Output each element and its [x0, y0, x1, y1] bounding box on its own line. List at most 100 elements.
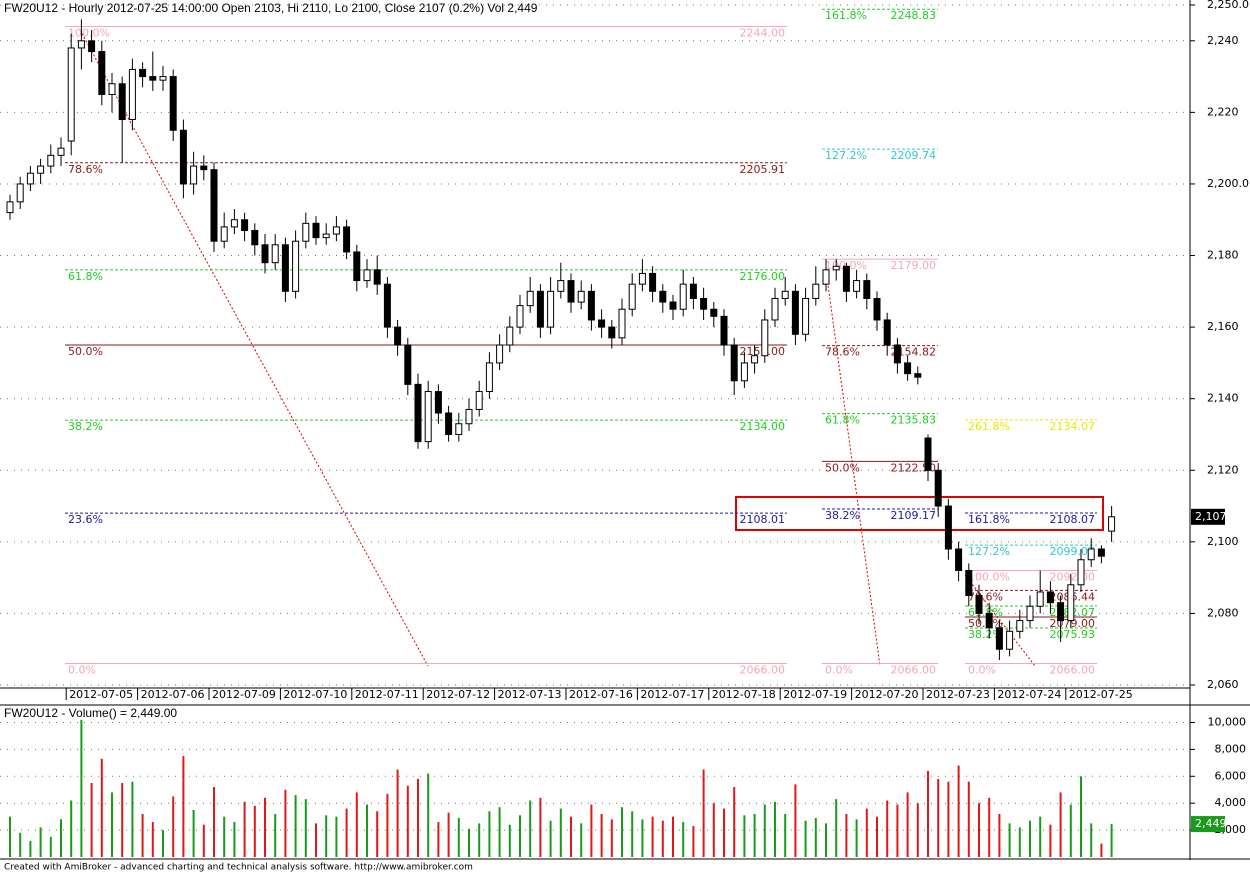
candle-body — [669, 301, 677, 310]
fib-price-label: 2108.07 — [1050, 513, 1096, 526]
volume-bar — [825, 823, 827, 857]
candle-body — [995, 627, 1003, 650]
y-tick-label: 2,160 — [1207, 320, 1239, 333]
x-tick-label: 2012-07-17 — [640, 688, 704, 701]
volume-bar — [957, 765, 960, 857]
candle-body — [1026, 605, 1034, 622]
candle-body — [16, 183, 24, 203]
volume-bar — [519, 815, 521, 857]
volume-bar — [621, 807, 623, 857]
volume-bar — [692, 826, 695, 857]
y-tick-label: 2,080 — [1207, 606, 1239, 619]
candle-body — [118, 83, 126, 121]
volume-bar — [1090, 823, 1093, 857]
candle-body — [934, 469, 942, 507]
volume-bar — [60, 819, 62, 857]
volume-bar — [111, 792, 113, 857]
x-tick-label: 2012-07-25 — [1069, 688, 1133, 701]
candle-body — [455, 423, 463, 435]
candle-body — [985, 612, 993, 629]
candle-body — [302, 222, 310, 242]
volume-bar — [49, 836, 52, 857]
candle-body — [700, 297, 708, 310]
candle-body — [649, 272, 657, 292]
candle-body — [108, 83, 116, 95]
volume-bar — [549, 820, 552, 857]
candle-body — [689, 283, 697, 299]
volume-bar — [243, 801, 246, 857]
y-tick-label: 2,240 — [1207, 34, 1239, 47]
candle-body — [506, 326, 514, 346]
candle-body — [679, 283, 687, 310]
x-tick-label: 2012-07-24 — [997, 688, 1061, 701]
candle-body — [1036, 591, 1044, 607]
volume-bar — [213, 787, 215, 857]
volume-bar — [1029, 820, 1031, 857]
last-volume-label: 2,449 — [1195, 817, 1227, 830]
candle-body — [394, 326, 402, 346]
fib-level-label: 261.8% — [968, 420, 1010, 433]
volume-bar — [376, 811, 379, 857]
volume-bar — [1059, 792, 1062, 857]
y-tick-label: 8,000 — [1215, 742, 1247, 755]
volume-bar — [478, 823, 481, 857]
candle-body — [353, 251, 361, 282]
volume-bar — [978, 803, 980, 857]
candle-body — [26, 172, 34, 185]
candle-body — [873, 297, 881, 321]
fib-price-label: 2099.07 — [1050, 545, 1096, 558]
volume-bar — [182, 756, 185, 857]
volume-bar — [845, 813, 848, 857]
volume-bar — [274, 813, 277, 857]
candle-body — [853, 280, 861, 292]
candle-body — [761, 319, 769, 357]
volume-bar — [743, 815, 746, 857]
volume-bar — [264, 797, 266, 857]
fib-price-label: 2092.00 — [1050, 570, 1096, 583]
candle-body — [200, 165, 208, 171]
fib-level-label: 0.0% — [968, 664, 996, 677]
candle-body — [1067, 584, 1075, 622]
volume-bar — [508, 824, 511, 857]
volume-bar — [396, 769, 399, 857]
fib-level-label: 50.0% — [68, 345, 103, 358]
x-tick-label: 2012-07-12 — [426, 688, 490, 701]
candle-body — [659, 290, 667, 303]
fib-level-label: 100.0% — [968, 570, 1010, 583]
candle-body — [567, 280, 575, 303]
candle-body — [536, 290, 544, 328]
x-tick-label: 2012-07-18 — [712, 688, 776, 701]
candle-body — [179, 129, 187, 185]
candle-body — [822, 269, 830, 285]
fib-level-label: 38.2% — [968, 628, 1003, 641]
candle-body — [190, 165, 198, 185]
volume-bar — [998, 813, 1001, 857]
volume-bar — [774, 801, 776, 857]
volume-bar — [672, 816, 674, 857]
volume-bar — [529, 800, 532, 857]
volume-bar — [1080, 776, 1082, 857]
volume-bar — [723, 808, 725, 857]
volume-bar — [937, 778, 940, 857]
x-tick-label: 2012-07-10 — [283, 688, 347, 701]
x-tick-label: 2012-07-19 — [783, 688, 847, 701]
candle-body — [781, 290, 789, 299]
candle-body — [149, 76, 157, 81]
volume-bar — [19, 832, 22, 857]
x-tick-label: 2012-07-09 — [212, 688, 276, 701]
candle-body — [720, 315, 728, 346]
candle-body — [261, 244, 269, 264]
volume-bar — [80, 719, 83, 857]
candle-body — [1057, 602, 1065, 622]
candle-body — [230, 219, 238, 228]
volume-bar — [651, 816, 654, 857]
volume-bar — [294, 795, 297, 857]
candle-body — [169, 76, 177, 131]
candle-body — [863, 280, 871, 299]
volume-bar — [70, 800, 73, 857]
fib-price-label: 2205.91 — [740, 163, 786, 176]
volume-bar — [600, 813, 603, 857]
volume-bar — [855, 819, 858, 857]
candle-body — [220, 226, 228, 242]
